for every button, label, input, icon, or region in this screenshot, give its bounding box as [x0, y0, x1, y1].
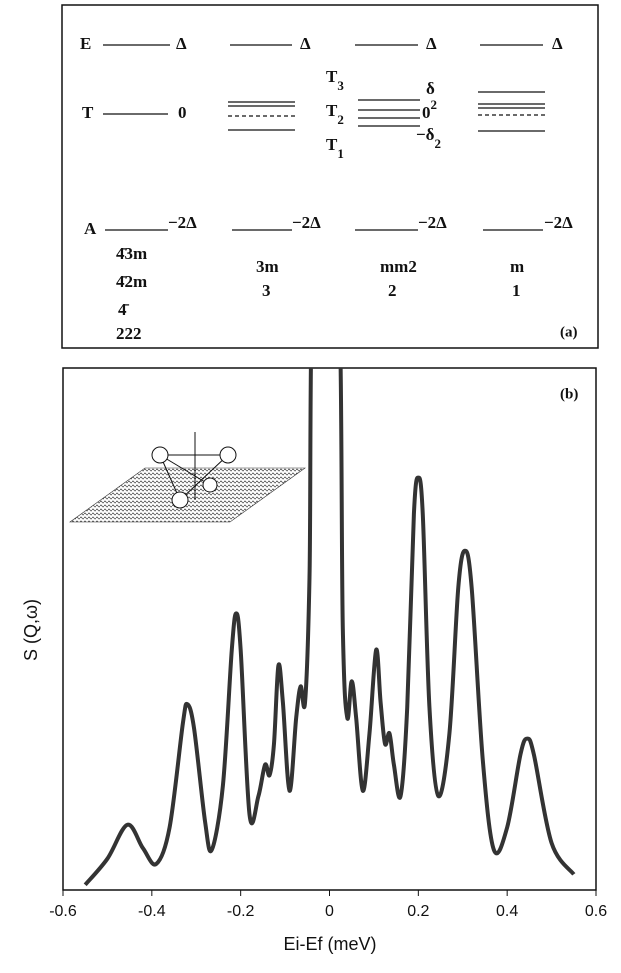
- level-label: −2Δ: [292, 213, 321, 232]
- level-label-text: −δ: [416, 125, 435, 144]
- panel-b-frame: [62, 367, 597, 891]
- level-label: Δ: [300, 34, 311, 53]
- level-label: m: [510, 257, 524, 276]
- level-label-text: 222: [116, 324, 142, 343]
- level-label: Δ: [552, 34, 563, 53]
- level-label-sub: 3: [337, 78, 344, 93]
- level-label-text: Δ: [176, 34, 187, 53]
- x-tick-label: -0.6: [49, 903, 77, 920]
- level-label-text: 0: [178, 103, 187, 122]
- level-label-text: 2: [388, 281, 397, 300]
- level-label-text: A: [84, 219, 97, 238]
- panel-a-frame: [61, 4, 599, 349]
- level-label-text: T: [326, 67, 338, 86]
- level-label: T2: [326, 101, 344, 127]
- level-label-text: 4̄2m: [116, 272, 147, 291]
- level-label: 4̄: [118, 300, 130, 319]
- level-label: E: [80, 34, 91, 53]
- level-label: 222: [116, 324, 142, 343]
- level-label: 0: [178, 103, 187, 122]
- level-label-text: T: [326, 101, 338, 120]
- level-label: 3m: [256, 257, 279, 276]
- y-axis-label: S (Q,ω): [21, 599, 41, 661]
- level-label-text: δ: [426, 79, 435, 98]
- level-label-text: Δ: [300, 34, 311, 53]
- x-axis-label: Ei-Ef (meV): [283, 934, 376, 954]
- level-label: −2Δ: [168, 213, 197, 232]
- level-label-text: 3: [262, 281, 271, 300]
- level-label-sub: 2: [435, 136, 442, 151]
- level-label: A: [84, 219, 97, 238]
- inset-molecule: [69, 432, 306, 523]
- level-label-text: E: [80, 34, 91, 53]
- level-label-text: 4̄: [118, 300, 130, 319]
- panel-label: (b): [560, 386, 578, 402]
- level-label: −δ2: [416, 125, 441, 151]
- level-label: Δ: [176, 34, 187, 53]
- panel-label: (a): [560, 324, 578, 340]
- level-label-text: −2Δ: [292, 213, 321, 232]
- level-label-text: Δ: [552, 34, 563, 53]
- level-label-sub: 2: [337, 112, 344, 127]
- level-label: 4̄3m: [116, 244, 147, 263]
- x-tick-label: 0: [325, 903, 334, 920]
- level-label-text: 3m: [256, 257, 279, 276]
- level-label: −2Δ: [418, 213, 447, 232]
- level-label-sub: 1: [337, 146, 344, 161]
- level-label: 02: [422, 97, 437, 122]
- level-label-text: mm2: [380, 257, 417, 276]
- level-label-text: T: [82, 103, 94, 122]
- x-tick-label: 0.4: [496, 903, 518, 920]
- level-label-text: −2Δ: [544, 213, 573, 232]
- level-label-text: 4̄3m: [116, 244, 147, 263]
- level-label: 1: [512, 281, 521, 300]
- level-label-text: 0: [422, 103, 431, 122]
- level-label-text: m: [510, 257, 524, 276]
- level-label: T1: [326, 135, 344, 161]
- level-label: −2Δ: [544, 213, 573, 232]
- x-tick-label: 0.2: [407, 903, 429, 920]
- level-label: T3: [326, 67, 344, 93]
- level-label: 3: [262, 281, 271, 300]
- level-label: 4̄2m: [116, 272, 147, 291]
- x-tick-label: -0.4: [138, 903, 166, 920]
- level-label-text: Δ: [426, 34, 437, 53]
- level-label-text: −2Δ: [168, 213, 197, 232]
- level-label: T: [82, 103, 94, 122]
- level-label: mm2: [380, 257, 417, 276]
- fit-curve: [83, 368, 576, 887]
- level-label: δ: [426, 79, 435, 98]
- levels: [103, 44, 545, 231]
- level-label-sup: 2: [431, 97, 438, 112]
- level-label: Δ: [426, 34, 437, 53]
- x-tick-label: -0.2: [227, 903, 255, 920]
- x-tick-label: 0.6: [585, 903, 607, 920]
- level-label: 2: [388, 281, 397, 300]
- level-label-text: −2Δ: [418, 213, 447, 232]
- level-label-text: 1: [512, 281, 521, 300]
- level-label-text: T: [326, 135, 338, 154]
